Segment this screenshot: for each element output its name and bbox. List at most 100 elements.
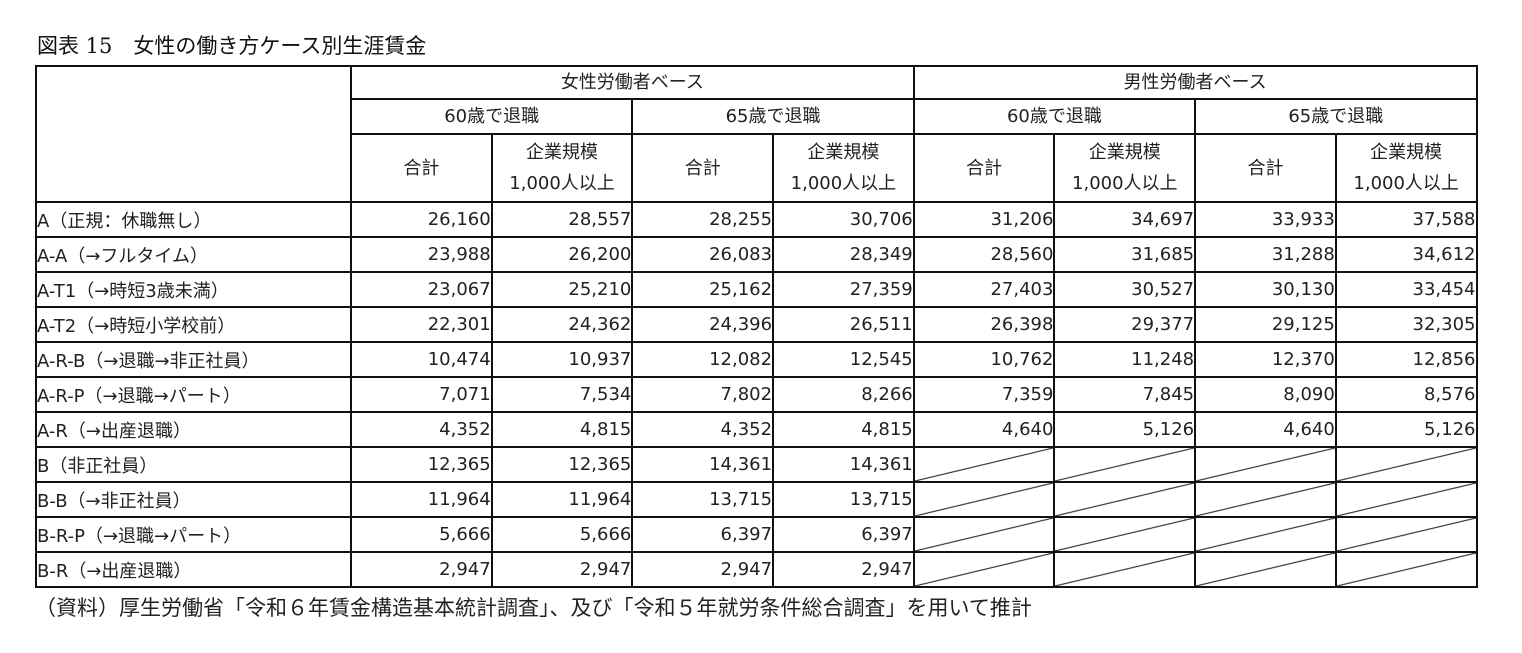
value-cell: 33,933 bbox=[1194, 201, 1337, 238]
value-cell: 11,248 bbox=[1053, 341, 1197, 378]
value-cell: 26,160 bbox=[350, 201, 493, 238]
value-cell: 12,365 bbox=[350, 446, 493, 483]
empty-crossed-cell bbox=[1053, 551, 1197, 588]
value-cell: 11,964 bbox=[350, 481, 493, 518]
large-company-header: 企業規模 1,000人以上 bbox=[490, 133, 634, 203]
value-cell: 13,715 bbox=[772, 481, 915, 518]
retire-header: 65歳で退職 bbox=[631, 98, 915, 135]
value-cell: 7,534 bbox=[490, 376, 634, 413]
value-cell: 7,845 bbox=[1053, 376, 1197, 413]
empty-crossed-cell bbox=[1334, 516, 1478, 553]
empty-crossed-cell bbox=[1334, 481, 1478, 518]
value-cell: 6,397 bbox=[772, 516, 915, 553]
value-cell: 26,083 bbox=[631, 236, 775, 273]
value-cell: 28,557 bbox=[490, 201, 634, 238]
value-cell: 33,454 bbox=[1334, 271, 1478, 308]
large-company-line2: 1,000人以上 bbox=[790, 173, 897, 194]
value-cell: 8,090 bbox=[1194, 376, 1337, 413]
empty-crossed-cell bbox=[912, 481, 1056, 518]
value-cell: 14,361 bbox=[631, 446, 775, 483]
empty-crossed-cell bbox=[1194, 551, 1337, 588]
table-row: A-R-B（→退職→非正社員） 10,474 10,937 12,082 12,545 1… bbox=[35, 341, 1478, 378]
row-label: A-R-P（→退職→パート） bbox=[35, 376, 352, 413]
empty-crossed-cell bbox=[912, 551, 1056, 588]
total-header: 合計 bbox=[912, 133, 1056, 203]
value-cell: 12,370 bbox=[1194, 341, 1337, 378]
value-cell: 10,474 bbox=[350, 341, 493, 378]
table-row: B-B（→非正社員） 11,964 11,964 13,715 13,715 bbox=[35, 481, 1478, 518]
large-company-line1: 企業規模 bbox=[807, 142, 880, 163]
large-company-line1: 企業規模 bbox=[1370, 142, 1443, 163]
value-cell: 5,666 bbox=[350, 516, 493, 553]
value-cell: 7,071 bbox=[350, 376, 493, 413]
empty-crossed-cell bbox=[1194, 481, 1337, 518]
value-cell: 12,856 bbox=[1334, 341, 1478, 378]
corner-cell bbox=[35, 65, 352, 203]
empty-crossed-cell bbox=[1053, 516, 1197, 553]
value-cell: 26,398 bbox=[912, 306, 1056, 343]
value-cell: 30,527 bbox=[1053, 271, 1197, 308]
value-cell: 24,362 bbox=[490, 306, 634, 343]
empty-crossed-cell bbox=[1194, 446, 1337, 483]
group-header-female: 女性労働者ベース bbox=[350, 65, 915, 100]
empty-crossed-cell bbox=[912, 516, 1056, 553]
row-label: B-R（→出産退職） bbox=[35, 551, 352, 588]
total-header: 合計 bbox=[631, 133, 775, 203]
value-cell: 8,266 bbox=[772, 376, 915, 413]
empty-crossed-cell bbox=[1334, 551, 1478, 588]
value-cell: 7,802 bbox=[631, 376, 775, 413]
retire-header: 60歳で退職 bbox=[349, 98, 634, 135]
large-company-header: 企業規模 1,000人以上 bbox=[1053, 133, 1197, 203]
value-cell: 25,162 bbox=[631, 271, 775, 308]
row-label: B-R-P（→退職→パート） bbox=[35, 516, 352, 553]
value-cell: 4,352 bbox=[631, 411, 775, 448]
value-cell: 11,964 bbox=[490, 481, 634, 518]
value-cell: 8,576 bbox=[1334, 376, 1478, 413]
value-cell: 4,640 bbox=[1194, 411, 1337, 448]
value-cell: 2,947 bbox=[772, 551, 915, 588]
large-company-line2: 1,000人以上 bbox=[1072, 173, 1178, 194]
value-cell: 29,377 bbox=[1053, 306, 1197, 343]
value-cell: 2,947 bbox=[350, 551, 493, 588]
table-row: A-T2（→時短小学校前） 22,301 24,362 24,396 26,511 26,… bbox=[35, 306, 1478, 343]
value-cell: 12,365 bbox=[490, 446, 634, 483]
total-header: 合計 bbox=[350, 133, 493, 203]
table-row: A-R-P（→退職→パート） 7,071 7,534 7,802 8,266 7,359 7… bbox=[35, 376, 1478, 413]
row-label: A-T2（→時短小学校前） bbox=[35, 306, 352, 343]
value-cell: 37,588 bbox=[1334, 201, 1478, 238]
value-cell: 28,349 bbox=[772, 236, 915, 273]
value-cell: 23,988 bbox=[350, 236, 493, 273]
value-cell: 5,126 bbox=[1053, 411, 1197, 448]
figure-title: 図表 15 女性の働き方ケース別生涯賃金 bbox=[37, 34, 427, 58]
value-cell: 4,640 bbox=[912, 411, 1056, 448]
value-cell: 31,206 bbox=[912, 201, 1056, 238]
row-label: A-R-B（→退職→非正社員） bbox=[35, 341, 352, 378]
value-cell: 2,947 bbox=[490, 551, 634, 588]
table-row: A-T1（→時短3歳未満） 23,067 25,210 25,162 27,359 27,… bbox=[35, 271, 1478, 308]
value-cell: 24,396 bbox=[631, 306, 775, 343]
value-cell: 22,301 bbox=[350, 306, 493, 343]
value-cell: 28,560 bbox=[912, 236, 1056, 273]
value-cell: 5,126 bbox=[1334, 411, 1478, 448]
table-row: B-R（→出産退職） 2,947 2,947 2,947 2,947 bbox=[35, 551, 1478, 588]
large-company-line2: 1,000人以上 bbox=[1353, 173, 1459, 194]
value-cell: 30,706 bbox=[772, 201, 915, 238]
value-cell: 4,815 bbox=[490, 411, 634, 448]
row-label: B（非正社員） bbox=[35, 446, 352, 483]
retire-header: 65歳で退職 bbox=[1194, 98, 1478, 135]
value-cell: 12,082 bbox=[631, 341, 775, 378]
empty-crossed-cell bbox=[1053, 446, 1197, 483]
table-row: B（非正社員） 12,365 12,365 14,361 14,361 bbox=[35, 446, 1478, 483]
value-cell: 6,397 bbox=[631, 516, 775, 553]
source-note: （資料）厚生労働省「令和６年賃金構造基本統計調査」、及び「令和５年就労条件総合調… bbox=[35, 596, 1032, 620]
value-cell: 31,288 bbox=[1194, 236, 1337, 273]
value-cell: 27,403 bbox=[912, 271, 1056, 308]
value-cell: 32,305 bbox=[1334, 306, 1478, 343]
group-header-male: 男性労働者ベース bbox=[912, 65, 1478, 100]
value-cell: 10,937 bbox=[490, 341, 634, 378]
row-label: A-R（→出産退職） bbox=[35, 411, 352, 448]
value-cell: 5,666 bbox=[490, 516, 634, 553]
row-label: A-T1（→時短3歳未満） bbox=[35, 271, 352, 308]
value-cell: 30,130 bbox=[1194, 271, 1337, 308]
table-row: A-A（→フルタイム） 23,988 26,200 26,083 28,349 28,56… bbox=[35, 236, 1478, 273]
